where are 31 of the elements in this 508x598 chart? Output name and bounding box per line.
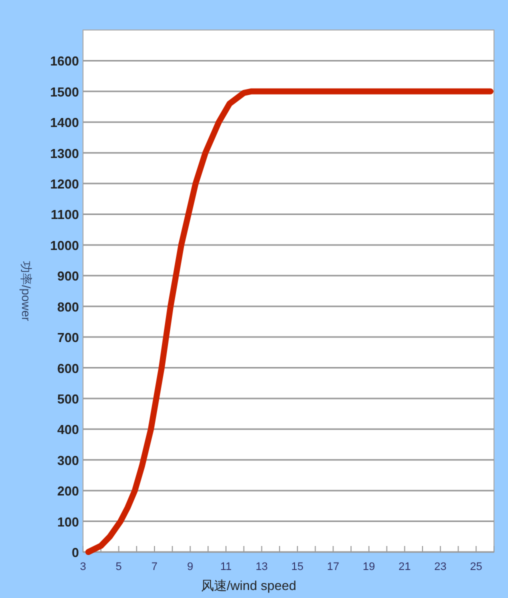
x-tick-label: 25: [470, 561, 482, 573]
y-tick-label: 600: [57, 360, 79, 376]
x-tick-label: 23: [434, 561, 447, 573]
y-axis-title: 功率/power: [19, 260, 33, 322]
y-tick-label: 400: [57, 422, 79, 438]
y-tick-label: 1300: [50, 146, 79, 161]
y-tick-label: 1000: [50, 238, 79, 253]
x-tick-label: 11: [220, 561, 232, 573]
x-tick-label: 17: [327, 561, 340, 573]
y-tick-label: 1100: [50, 207, 79, 222]
y-tick-label: 1400: [50, 115, 79, 130]
x-tick-label: 7: [151, 561, 158, 573]
y-tick-label: 100: [57, 514, 79, 530]
y-tick-label: 800: [57, 299, 79, 314]
y-tick-label: 700: [57, 330, 79, 346]
x-tick-label: 21: [398, 561, 411, 573]
y-tick-label: 200: [57, 484, 79, 499]
y-tick-label: 1200: [50, 176, 79, 192]
x-axis-title: 风速/wind speed: [200, 578, 296, 593]
x-tick-label: 9: [187, 561, 194, 573]
x-tick-label: 3: [80, 561, 86, 573]
x-tick-label: 15: [291, 561, 304, 573]
y-tick-label: 300: [57, 452, 79, 468]
y-tick-label: 1500: [50, 84, 79, 100]
y-tick-label: 1600: [50, 54, 79, 69]
y-tick-label: 500: [57, 391, 79, 406]
x-tick-label: 5: [116, 561, 122, 573]
x-tick-label: 13: [256, 561, 268, 573]
y-tick-label: 0: [72, 545, 79, 560]
y-tick-label: 900: [57, 268, 79, 284]
x-tick-label: 19: [362, 561, 376, 573]
